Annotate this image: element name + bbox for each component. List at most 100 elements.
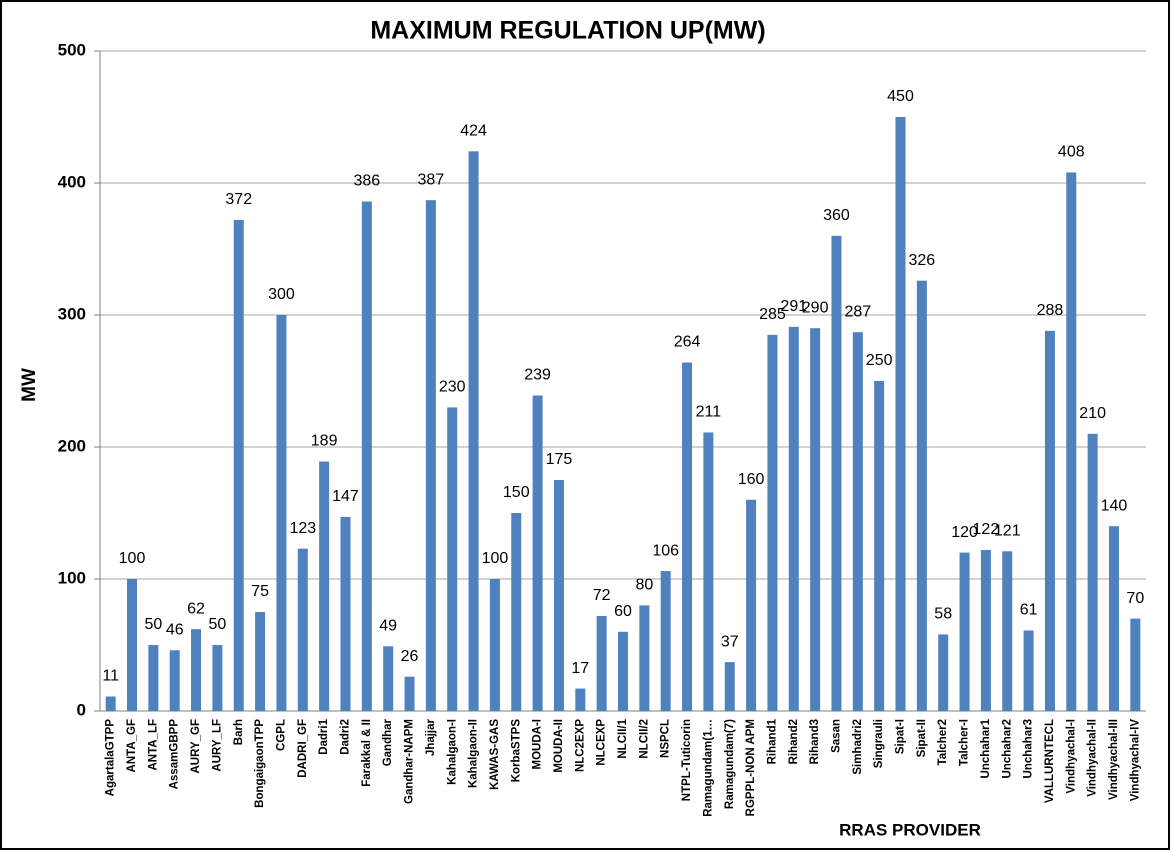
value-label: 326	[909, 252, 936, 269]
x-tick-label: Ramagundam(7)	[724, 719, 736, 809]
bar	[852, 332, 863, 711]
bar	[148, 645, 159, 711]
bar	[532, 395, 543, 711]
value-label: 11	[102, 668, 119, 685]
x-tick-label: Unchahar1	[980, 718, 992, 778]
bar	[724, 662, 735, 711]
bar	[1087, 433, 1098, 711]
bar	[105, 696, 116, 711]
chart-title: MAXIMUM REGULATION UP(MW)	[370, 17, 765, 45]
x-tick-label: AURY_GF	[190, 719, 202, 774]
value-label: 285	[759, 306, 786, 323]
bar	[810, 328, 821, 711]
value-label: 62	[187, 600, 205, 617]
value-label: 100	[119, 550, 146, 567]
x-tick-label: Sipat-I	[895, 719, 907, 754]
bar	[1130, 618, 1141, 711]
x-tick-label: Sasan	[831, 719, 843, 753]
x-tick-label: Simhadri2	[852, 719, 864, 775]
x-tick-label: CGPL	[275, 719, 287, 751]
bar	[980, 549, 991, 711]
x-tick-label: AssamGBPP	[169, 719, 181, 790]
y-axis-title: MW	[19, 368, 40, 402]
bar	[895, 117, 906, 711]
x-tick-label: Talcher2	[937, 719, 949, 765]
value-label: 37	[721, 633, 739, 650]
value-label: 211	[696, 404, 722, 421]
x-tick-label: Kahalgaon-I	[446, 719, 458, 785]
x-tick-label: Singrauli	[873, 719, 885, 768]
bar	[127, 579, 138, 711]
bar	[575, 688, 586, 711]
bar	[447, 407, 458, 711]
bar	[255, 612, 266, 711]
value-label: 424	[460, 123, 487, 140]
x-tick-label: Talcher-I	[959, 719, 971, 766]
bar	[511, 513, 522, 711]
value-label: 147	[332, 488, 359, 505]
x-tick-label: Jhajjar	[425, 718, 437, 756]
bar	[1023, 630, 1034, 711]
x-tick-label: NLC2EXP	[574, 719, 586, 772]
x-tick-label: Unchahar3	[1023, 719, 1035, 778]
bar	[468, 151, 479, 711]
bar	[276, 315, 287, 711]
bar	[596, 615, 607, 711]
value-label: 70	[1126, 590, 1144, 607]
value-label: 75	[251, 583, 269, 600]
x-tick-label: NLCEXP	[596, 719, 608, 766]
x-tick-label: MOUDA-I	[532, 719, 544, 769]
bar	[1002, 551, 1013, 711]
x-tick-label: NSPCL	[660, 719, 672, 758]
bar	[212, 645, 223, 711]
x-tick-label: BongaigaonTPP	[254, 719, 266, 808]
bar	[489, 579, 500, 711]
value-label: 160	[738, 471, 765, 488]
bar	[916, 280, 927, 711]
value-label: 50	[144, 616, 162, 633]
bar	[319, 461, 330, 711]
y-tick-label: 400	[58, 172, 86, 191]
x-tick-label: Rihand3	[809, 719, 821, 764]
x-tick-label: RGPPL-NON APM	[745, 719, 757, 816]
value-label: 80	[635, 577, 653, 594]
y-tick-label: 300	[58, 304, 86, 323]
value-label: 58	[934, 606, 952, 623]
bar	[703, 432, 714, 711]
value-label: 300	[268, 286, 295, 303]
value-label: 140	[1101, 497, 1128, 514]
x-tick-label: Rihand2	[788, 719, 800, 764]
value-label: 150	[503, 484, 530, 501]
value-label: 287	[844, 303, 871, 320]
bar	[297, 548, 308, 711]
x-tick-label: Ramagundam(1…	[702, 719, 714, 817]
value-label: 387	[418, 171, 445, 188]
x-tick-label: KorbaSTPS	[510, 719, 522, 783]
bar	[340, 516, 351, 711]
x-tick-label: Barh	[233, 719, 245, 745]
value-label: 450	[887, 88, 914, 105]
x-tick-label: Rihand1	[766, 718, 778, 764]
bar	[660, 571, 671, 711]
value-label: 106	[652, 542, 679, 559]
value-label: 372	[225, 191, 252, 208]
x-tick-label: KAWAS-GAS	[489, 719, 501, 790]
y-tick-label: 500	[58, 40, 86, 59]
x-tick-label: Dadri2	[340, 719, 352, 755]
x-tick-label: Vindhyachal-IV	[1129, 719, 1141, 802]
x-tick-label: Vindhyachal-III	[1108, 719, 1120, 800]
value-label: 123	[289, 520, 316, 537]
value-label: 250	[866, 352, 893, 369]
x-tick-label: Kahalgaon-II	[468, 719, 480, 788]
bar	[639, 605, 650, 711]
value-label: 100	[482, 550, 509, 567]
bar	[831, 235, 842, 712]
bar	[361, 201, 372, 712]
x-tick-label: ANTA_GF	[126, 719, 138, 772]
value-label: 120	[951, 524, 978, 541]
value-label: 408	[1058, 144, 1085, 161]
bar	[938, 634, 949, 711]
value-label: 175	[546, 451, 573, 468]
value-label: 122	[973, 521, 1000, 538]
value-label: 61	[1020, 602, 1038, 619]
